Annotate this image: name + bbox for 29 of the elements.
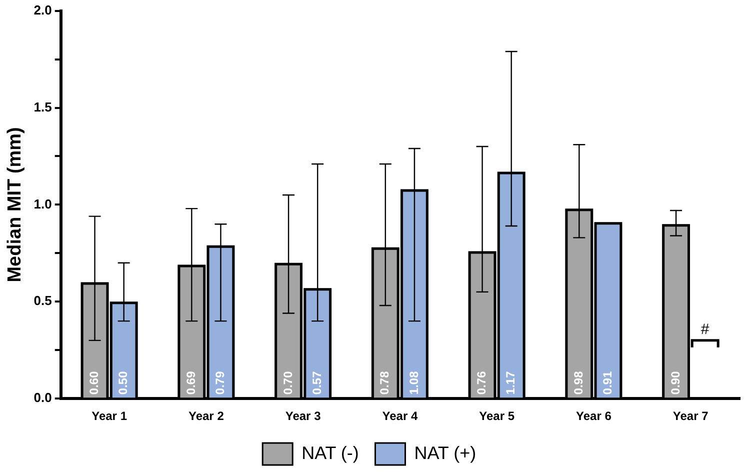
data-label: 0.60 [87,370,102,395]
y-axis-title: Median MIT (mm) [4,127,26,282]
x-tick-label: Year 5 [479,409,515,424]
annotation: # [700,321,710,338]
y-tick-label: 1.0 [34,196,52,212]
data-label: 0.76 [474,370,489,395]
x-tick-label: Year 4 [382,409,418,424]
legend-label: NAT (-) [302,442,359,463]
data-label: 0.70 [280,370,295,395]
data-label: 0.98 [571,370,586,395]
data-label: 0.50 [116,370,130,395]
y-tick-label: 1.5 [34,99,52,114]
y-tick-label: 2.0 [34,2,52,18]
x-tick-label: Year 1 [92,409,128,424]
y-tick-label: 0.0 [34,390,52,406]
x-tick-label: Year 6 [576,409,612,424]
data-label: 0.91 [600,370,615,395]
data-label: 1.17 [504,370,518,395]
y-tick-label: 0.5 [34,293,52,308]
x-tick-label: Year 2 [188,409,224,424]
data-label: 0.78 [378,370,392,395]
data-label: 1.08 [406,370,421,395]
data-label: 0.57 [310,370,324,395]
data-label: 0.79 [213,370,228,395]
x-tick-label: Year 3 [285,409,322,424]
data-label: 0.90 [668,370,682,395]
x-tick-label: Year 7 [672,409,709,424]
data-label: 0.69 [184,370,198,395]
legend-label: NAT (+) [414,442,476,463]
